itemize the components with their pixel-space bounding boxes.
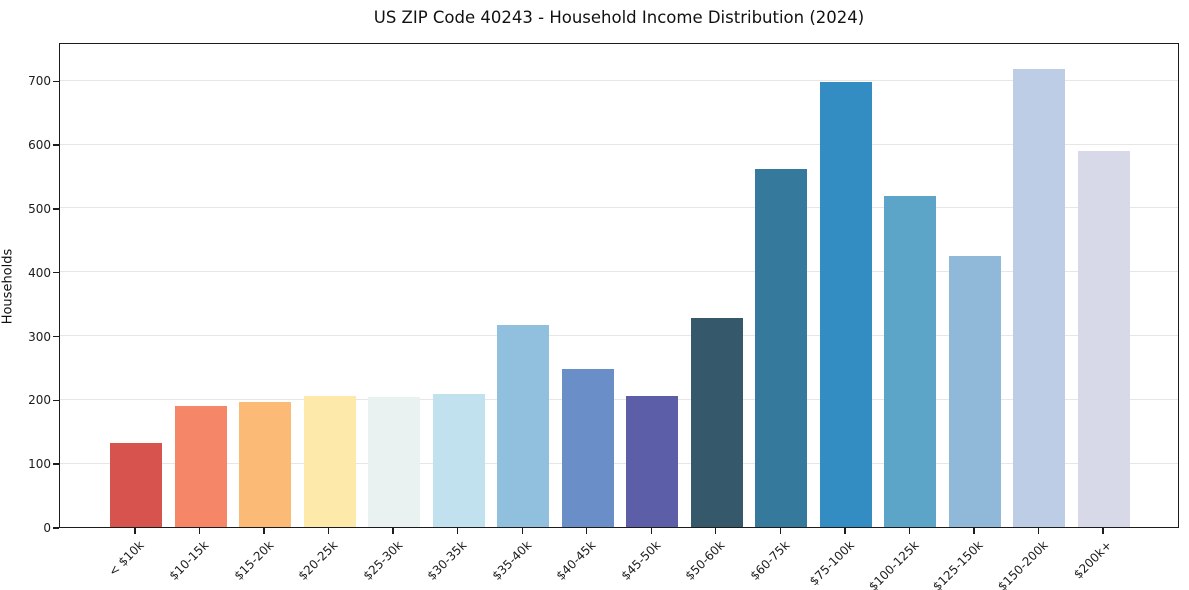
y-tick-label-500: 500 xyxy=(28,201,51,216)
x-tick-mark xyxy=(198,528,201,534)
y-tick-label-700: 700 xyxy=(28,74,51,89)
x-tick-label-11: $75-100k xyxy=(806,538,857,589)
x-tick-label-5: $30-35k xyxy=(424,538,470,583)
x-tick-mark xyxy=(844,528,846,534)
gridline-y400 xyxy=(60,271,1178,273)
x-tick-label-7: $40-45k xyxy=(553,538,599,583)
x-tick-label-4: $25-30k xyxy=(360,538,406,583)
x-tick-mark xyxy=(908,528,911,534)
bar-50-60k xyxy=(690,318,743,527)
bar-150-200k xyxy=(1013,68,1066,527)
bar-125-150k xyxy=(948,255,1001,527)
x-tick-label-0: < $10k xyxy=(106,538,147,579)
bar-25-30k xyxy=(368,397,421,527)
bar-30-35k xyxy=(432,394,485,527)
x-tick-label-14: $150-200k xyxy=(994,538,1051,590)
bar-35-40k xyxy=(497,325,550,527)
gridline-y200 xyxy=(60,398,1178,400)
bar-40-45k xyxy=(561,368,614,527)
y-tick-label-0: 0 xyxy=(43,521,51,535)
x-tick-label-8: $45-50k xyxy=(618,538,664,583)
x-tick-mark xyxy=(263,528,265,534)
y-tick-label-400: 400 xyxy=(28,265,51,280)
y-tick-mark xyxy=(53,144,59,146)
y-tick-mark xyxy=(53,335,59,338)
bar-75-100k xyxy=(819,82,872,527)
x-tick-label-10: $60-75k xyxy=(747,538,793,583)
x-tick-label-6: $35-40k xyxy=(489,538,535,583)
x-tick-label-12: $100-125k xyxy=(865,538,922,590)
bar-20-25k xyxy=(303,396,356,527)
y-tick-mark xyxy=(53,399,59,402)
x-tick-mark xyxy=(521,528,523,534)
bar-10-15k xyxy=(174,405,227,527)
x-tick-mark xyxy=(586,528,588,534)
x-tick-label-3: $20-25k xyxy=(295,538,341,583)
y-axis-label: Households xyxy=(0,248,16,325)
gridline-y600 xyxy=(60,143,1178,145)
x-tick-mark xyxy=(1037,528,1040,534)
x-tick-label-15: $200k+ xyxy=(1071,538,1115,582)
y-tick-label-300: 300 xyxy=(28,329,51,344)
gridline-y300 xyxy=(60,335,1178,337)
y-tick-mark xyxy=(53,527,59,529)
bar-200k xyxy=(1078,150,1130,527)
x-tick-mark xyxy=(327,528,330,534)
x-tick-mark xyxy=(392,528,394,534)
x-tick-mark xyxy=(456,528,459,534)
plot-area xyxy=(59,43,1179,528)
y-tick-label-600: 600 xyxy=(28,138,51,153)
y-tick-label-200: 200 xyxy=(28,393,51,408)
y-tick-label-100: 100 xyxy=(28,457,51,472)
gridline-y700 xyxy=(60,79,1178,81)
x-tick-mark xyxy=(1102,528,1104,534)
gridline-y100 xyxy=(60,462,1178,464)
x-tick-label-1: $10-15k xyxy=(166,538,212,583)
gridline-y500 xyxy=(60,207,1178,209)
bar-45-50k xyxy=(626,396,679,527)
x-tick-mark xyxy=(650,528,652,534)
bar-100-125k xyxy=(884,195,937,527)
x-tick-mark xyxy=(715,528,717,534)
x-tick-mark xyxy=(973,528,975,534)
x-tick-label-2: $15-20k xyxy=(231,538,276,583)
x-tick-label-13: $125-150k xyxy=(930,538,986,590)
x-tick-mark xyxy=(779,528,782,534)
y-tick-mark xyxy=(53,272,59,274)
bar-10k xyxy=(110,443,162,527)
x-tick-mark xyxy=(134,528,136,534)
y-tick-mark xyxy=(53,208,59,210)
y-tick-mark xyxy=(53,463,59,465)
chart-title: US ZIP Code 40243 - Household Income Dis… xyxy=(373,8,865,27)
bar-15-20k xyxy=(239,401,292,527)
bar-60-75k xyxy=(755,169,808,527)
x-tick-label-9: $50-60k xyxy=(682,538,728,583)
y-tick-mark xyxy=(53,80,59,82)
